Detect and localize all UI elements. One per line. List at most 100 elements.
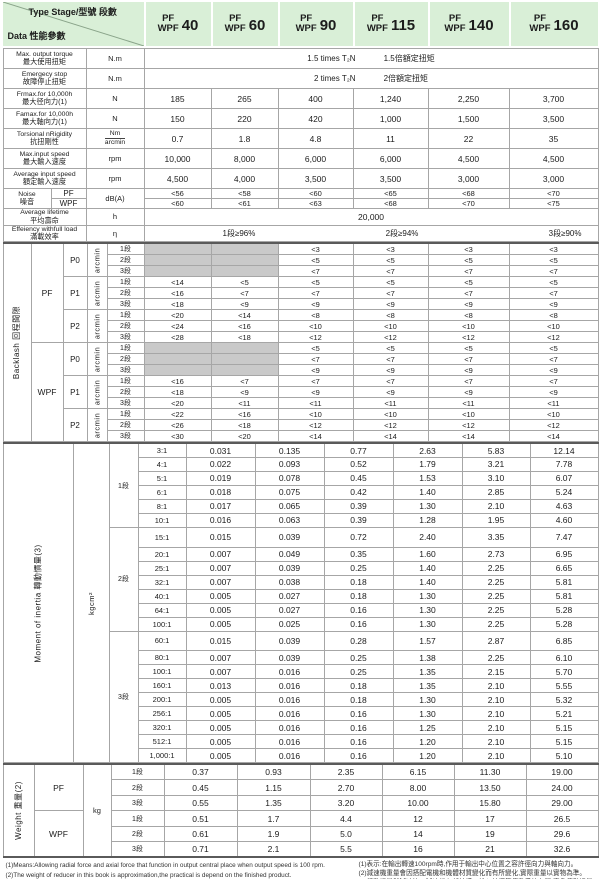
value-cell: 220 xyxy=(210,108,279,129)
value-cell: <5 xyxy=(277,254,354,267)
value-cell: <16 xyxy=(210,408,279,421)
backlash-row: WPF P0 arcmin 1段 <5 <5 <5 <5 xyxy=(3,342,599,443)
value-cell: 1.30 xyxy=(392,692,463,708)
value-cell: 12.14 xyxy=(529,442,599,458)
value-cell: 4,000 xyxy=(210,168,279,189)
not-available-cell xyxy=(210,254,279,267)
unit-cell: h xyxy=(85,208,145,226)
value-cell: <7 xyxy=(352,265,429,278)
value-cell: <30 xyxy=(143,430,212,443)
weight-table: Weight 重量(2) PF kg 1段 0.37 0.93 2.35 6.15 11.30 1… xyxy=(2,763,599,859)
inertia-row: 3段 60:1 0.015 0.039 0.28 1.57 2.87 6.85 xyxy=(3,630,599,764)
value-cell: 1.35 xyxy=(392,664,463,680)
param-name: Average lifetime 平均壽命 xyxy=(2,208,87,226)
ratio-label: 320:1 xyxy=(137,720,187,736)
kgcm2-unit-text: kgcm² xyxy=(86,591,96,615)
value-cell: <18 xyxy=(210,331,279,344)
header-diagonal-cell: Type Stage/型號 段數 Data 性能參數 xyxy=(2,2,144,46)
precision-label-p0: P0 xyxy=(62,242,88,278)
value-cell: 1.25 xyxy=(392,720,463,736)
efficiency-value: 1段≥96% xyxy=(222,229,256,238)
value-cell: <20 xyxy=(210,430,279,443)
value-cell: 2.10 xyxy=(461,734,531,750)
arcmin-unit-text: arcmin xyxy=(92,346,102,373)
value-cell: <14 xyxy=(508,430,599,443)
value-cell: <12 xyxy=(352,419,429,432)
merged-value-text: 2 times T₂N xyxy=(313,74,356,83)
value-cell: <70 xyxy=(427,198,510,209)
value-cell: <7 xyxy=(352,287,429,300)
value-cell: <58 xyxy=(210,188,279,199)
value-cell: 6.10 xyxy=(529,650,599,666)
header-series-label: PF WPF xyxy=(367,14,388,34)
value-cell: 0.019 xyxy=(185,470,256,486)
frame-size: 60 xyxy=(248,17,266,34)
value-cell: 0.016 xyxy=(254,734,325,750)
value-cell: 2.40 xyxy=(392,526,463,548)
value-cell: <7 xyxy=(427,265,510,278)
header-col-60: PF WPF 60 xyxy=(210,2,278,46)
value-cell: 3,700 xyxy=(508,88,599,109)
value-cell: 0.45 xyxy=(163,779,238,796)
value-cell: 24.00 xyxy=(525,779,599,796)
value-cell: 5.10 xyxy=(529,748,599,764)
header-series-label: PF WPF xyxy=(296,14,317,34)
pf-label: PF xyxy=(371,13,384,25)
weight-row: WPF 1段 0.51 1.7 4.4 12 17 26.5 xyxy=(3,810,599,858)
value-cell: 0.027 xyxy=(254,588,325,604)
value-cell: 0.039 xyxy=(254,650,325,666)
value-cell: 1.95 xyxy=(461,512,531,528)
not-available-cell xyxy=(210,242,279,256)
value-cell: 0.007 xyxy=(185,560,256,576)
not-available-cell xyxy=(143,242,212,256)
value-cell: 2.70 xyxy=(309,779,383,796)
merged-value-text: 1.5倍額定扭矩 xyxy=(383,54,435,63)
not-available-cell xyxy=(210,353,279,366)
inertia-row: 5:1 0.019 0.078 0.45 1.53 3.10 6.07 xyxy=(3,470,599,486)
value-cell: <14 xyxy=(143,276,212,289)
value-cell: <7 xyxy=(427,375,510,388)
stage-group-label: 3段 xyxy=(108,630,139,764)
value-cell: 5.15 xyxy=(529,734,599,750)
value-cell: 2.10 xyxy=(461,692,531,708)
table-header: Type Stage/型號 段數 Data 性能參數 PF WPF 40 PF WPF 6… xyxy=(2,2,598,46)
value-cell: 3,500 xyxy=(508,108,599,129)
backlash-row: P1 arcmin 1段 <16 <7 <7 <7 <7 <7 xyxy=(3,375,599,410)
value-cell: 0.37 xyxy=(163,763,238,781)
stage-label: 3段 xyxy=(106,397,145,410)
merged-value-text: 2倍額定扭矩 xyxy=(383,74,429,83)
value-cell: <28 xyxy=(143,331,212,344)
footnote-en: (1)Means:Allowing radial force and axial… xyxy=(5,862,325,870)
not-available-cell xyxy=(210,342,279,355)
value-cell: <7 xyxy=(210,375,279,388)
arcmin-unit-text: arcmin xyxy=(92,247,102,274)
ratio-label: 100:1 xyxy=(137,616,187,632)
stage-label: 2段 xyxy=(106,287,145,300)
value-cell: 6.15 xyxy=(381,763,455,781)
precision-label-p1: P1 xyxy=(62,276,88,311)
param-name: Effeiency withfull load 滿載效率 xyxy=(2,224,87,243)
value-cell: <5 xyxy=(277,276,354,289)
stage-label: 1段 xyxy=(106,276,145,289)
ratio-label: 4:1 xyxy=(137,456,187,472)
value-cell: 2.25 xyxy=(461,560,531,576)
value-cell: 0.005 xyxy=(185,588,256,604)
param-row: Max. output torque 最大使用扭矩 N.m 1.5 times T₂N… xyxy=(2,48,599,69)
stage-label: 1段 xyxy=(106,309,145,322)
param-name: Torsional nRigidity 抗扭剛性 xyxy=(2,128,87,149)
value-cell: <7 xyxy=(427,287,510,300)
value-cell: <9 xyxy=(210,298,279,311)
value-cell: 1.40 xyxy=(392,574,463,590)
inertia-section-label: Moment of inertia 轉動慣量(3) xyxy=(2,442,74,764)
value-cell: <9 xyxy=(352,364,429,377)
parameters-table: Max. output torque 最大使用扭矩 N.m 1.5 times T₂N… xyxy=(2,48,599,243)
not-available-cell xyxy=(210,265,279,278)
value-cell: <22 xyxy=(143,408,212,421)
value-cell: 2.35 xyxy=(309,763,383,781)
value-cell: <63 xyxy=(277,198,354,209)
value-cell: 3.10 xyxy=(461,470,531,486)
value-cell: 0.016 xyxy=(254,720,325,736)
efficiency-row: Effeiency withfull load 滿載效率 η 1段≥96% 2段≥94%… xyxy=(2,224,599,243)
value-cell: <10 xyxy=(508,408,599,421)
value-cell: <3 xyxy=(352,242,429,256)
